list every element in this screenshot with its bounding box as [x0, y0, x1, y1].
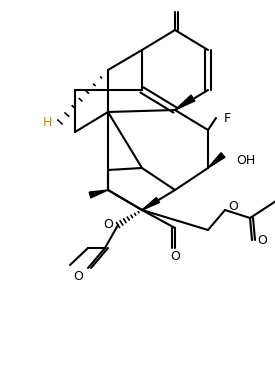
Text: O: O — [73, 270, 83, 282]
Text: O: O — [170, 250, 180, 263]
Polygon shape — [89, 190, 108, 198]
Polygon shape — [208, 153, 225, 168]
Text: OH: OH — [236, 154, 255, 166]
Text: H: H — [43, 116, 52, 129]
Text: O: O — [257, 233, 267, 247]
Polygon shape — [175, 95, 195, 110]
Text: O: O — [103, 219, 113, 232]
Text: O: O — [228, 201, 238, 213]
Text: F: F — [224, 112, 231, 125]
Polygon shape — [142, 197, 160, 210]
